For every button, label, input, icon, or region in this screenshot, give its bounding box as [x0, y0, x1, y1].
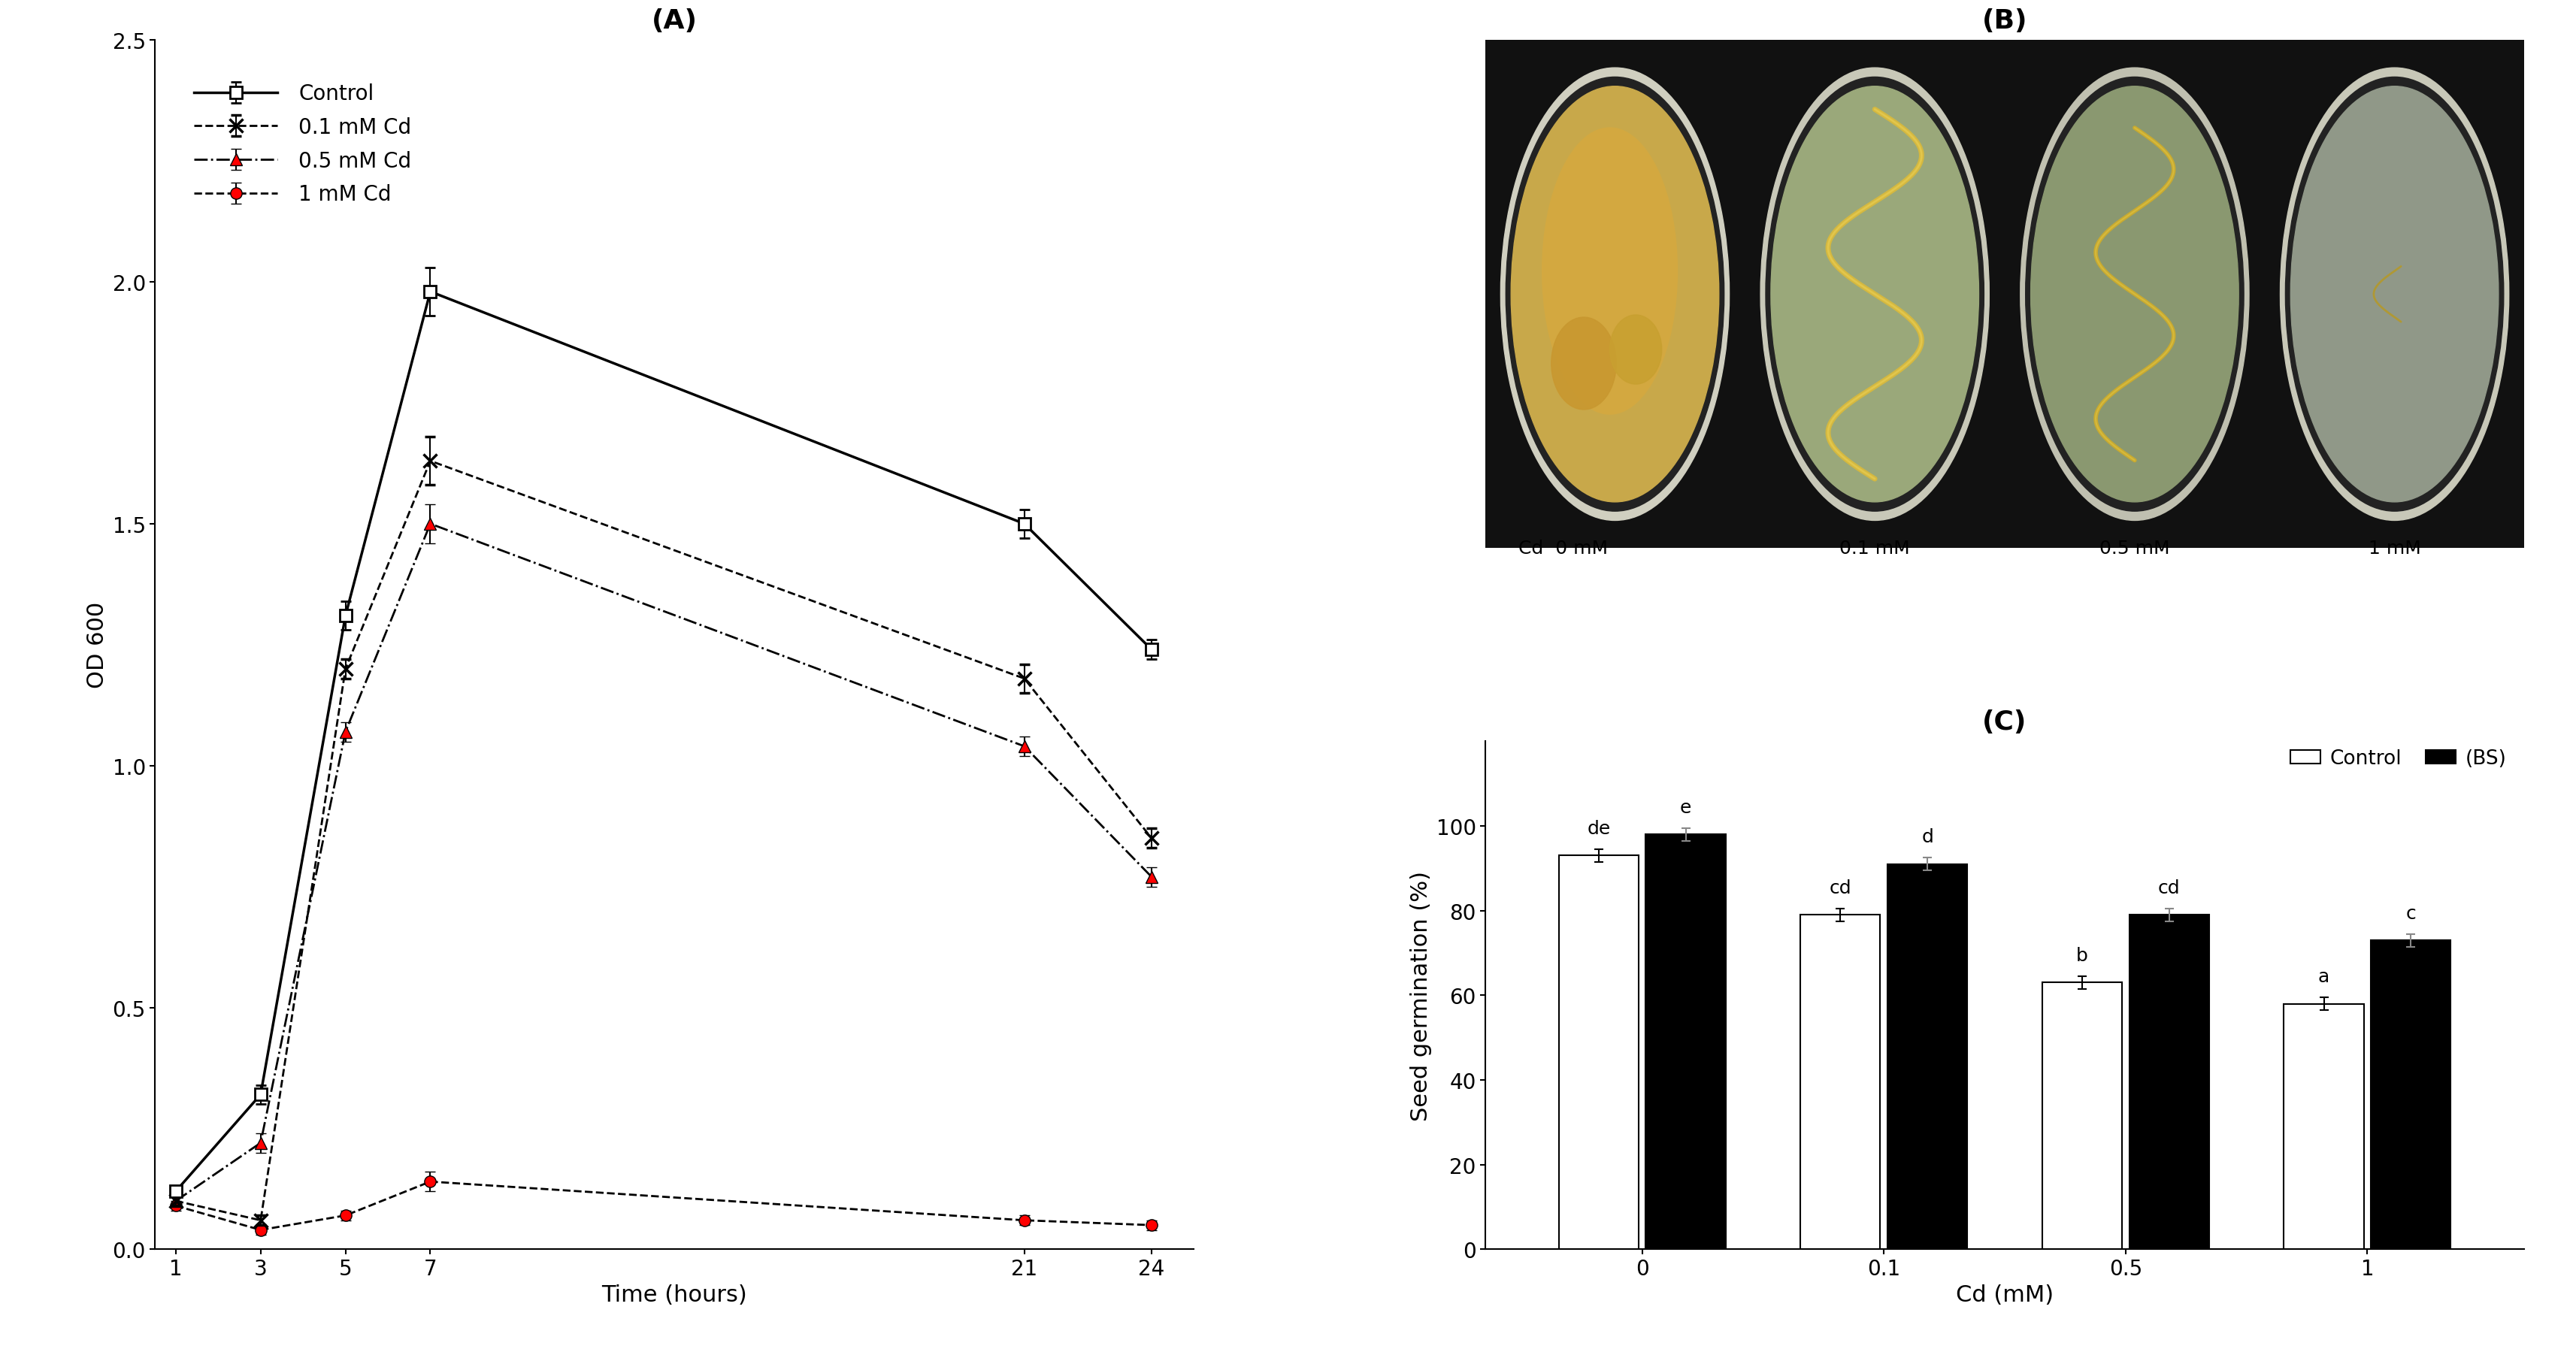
Y-axis label: OD 600: OD 600 — [88, 602, 108, 689]
Text: 0.5 mM: 0.5 mM — [2099, 539, 2169, 557]
Ellipse shape — [1770, 87, 1978, 502]
Bar — [1801, 915, 1880, 1249]
Ellipse shape — [2280, 68, 2509, 521]
Ellipse shape — [1551, 318, 1615, 410]
Ellipse shape — [2285, 77, 2504, 512]
Title: (C): (C) — [1984, 709, 2027, 735]
Ellipse shape — [1759, 68, 1989, 521]
Text: cd: cd — [1829, 879, 1852, 896]
Bar — [2043, 983, 2123, 1249]
Text: a: a — [2318, 968, 2329, 986]
Bar — [2130, 915, 2210, 1249]
Ellipse shape — [2020, 68, 2249, 521]
Ellipse shape — [2030, 87, 2239, 502]
Text: 1 mM: 1 mM — [2367, 539, 2421, 557]
Ellipse shape — [2290, 87, 2499, 502]
Text: e: e — [1680, 799, 1692, 816]
Bar — [2285, 1004, 2365, 1249]
Ellipse shape — [1543, 129, 1677, 414]
X-axis label: Time (hours): Time (hours) — [600, 1283, 747, 1305]
X-axis label: Cd (mM): Cd (mM) — [1955, 1283, 2053, 1305]
Text: Cd  0 mM: Cd 0 mM — [1517, 539, 1607, 557]
Ellipse shape — [2025, 77, 2244, 512]
Legend: Control, (BS): Control, (BS) — [2282, 741, 2514, 777]
Text: cd: cd — [2159, 879, 2179, 896]
Title: (B): (B) — [1981, 8, 2027, 34]
Ellipse shape — [1507, 77, 1723, 512]
Ellipse shape — [1502, 68, 1728, 521]
Y-axis label: Seed germination (%): Seed germination (%) — [1409, 870, 1432, 1120]
Ellipse shape — [1610, 315, 1662, 384]
Text: c: c — [2406, 904, 2416, 922]
Bar — [2370, 941, 2450, 1249]
Bar — [1646, 835, 1726, 1249]
Bar — [1558, 856, 1638, 1249]
Ellipse shape — [1765, 77, 1984, 512]
Bar — [1888, 864, 1968, 1249]
Text: 0.1 mM: 0.1 mM — [1839, 539, 1909, 557]
Text: b: b — [2076, 947, 2089, 964]
Legend: Control, 0.1 mM Cd, 0.5 mM Cd, 1 mM Cd: Control, 0.1 mM Cd, 0.5 mM Cd, 1 mM Cd — [185, 75, 420, 213]
Text: d: d — [1922, 828, 1935, 846]
Ellipse shape — [1512, 87, 1718, 502]
Title: (A): (A) — [652, 8, 698, 34]
Text: de: de — [1587, 820, 1610, 838]
